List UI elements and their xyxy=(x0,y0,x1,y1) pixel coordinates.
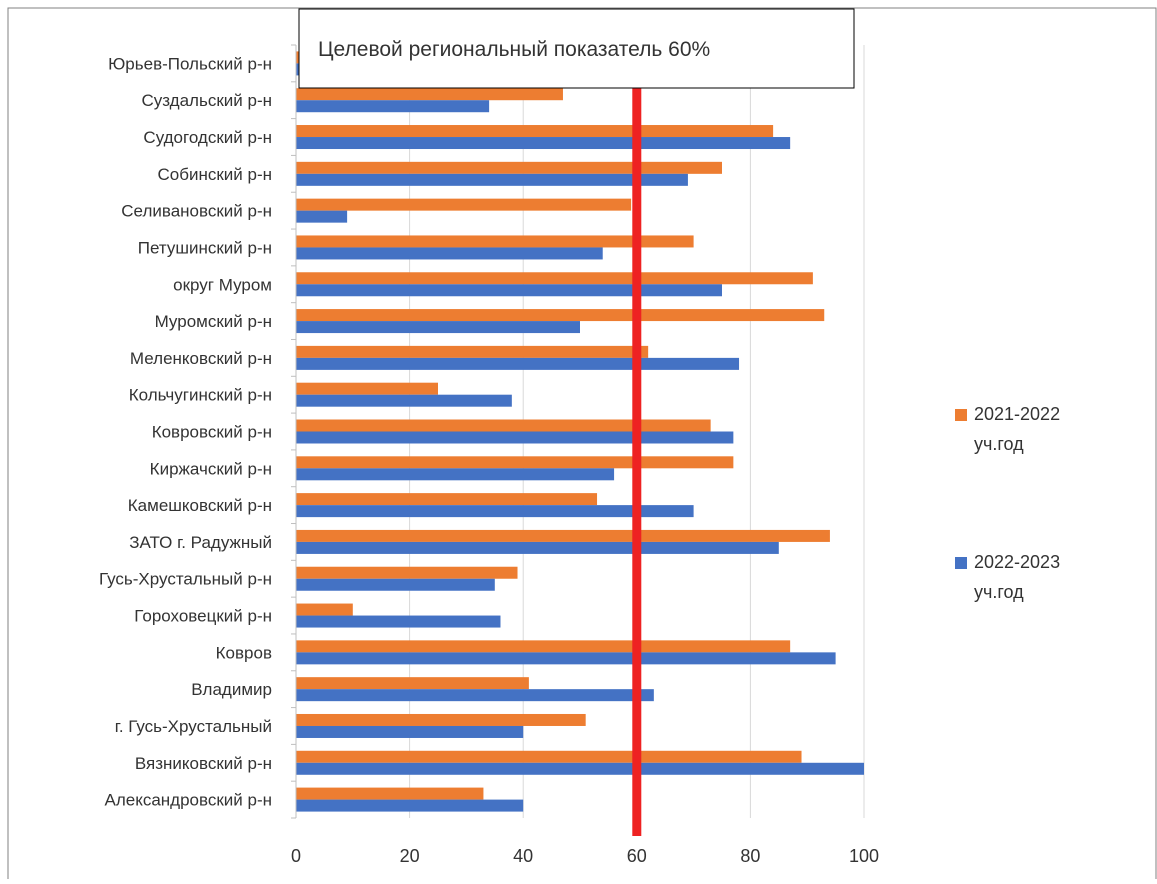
category-label: Меленковский р-н xyxy=(130,349,272,368)
bar-2022-2023 xyxy=(296,505,694,518)
category-label: Муромский р-н xyxy=(155,312,272,331)
category-label: Камешковский р-н xyxy=(128,496,272,515)
category-label: г. Гусь-Хрустальный xyxy=(115,717,272,736)
category-label: Гусь-Хрустальный р-н xyxy=(99,570,272,589)
legend-label-sub: уч.год xyxy=(974,582,1024,602)
x-tick-label: 40 xyxy=(513,846,533,866)
bar-2021-2022 xyxy=(296,419,711,432)
category-label: Юрьев-Польский р-н xyxy=(108,54,272,73)
legend-label: 2021-2022 xyxy=(974,404,1060,424)
category-label: Вязниковский р-н xyxy=(135,754,272,773)
bar-2022-2023 xyxy=(296,100,490,113)
bar-2022-2023 xyxy=(296,799,524,812)
bar-2021-2022 xyxy=(296,198,632,211)
legend-label: 2022-2023 xyxy=(974,552,1060,572)
chart-frame xyxy=(7,7,1157,881)
x-tick-label: 100 xyxy=(849,846,879,866)
category-label: Киржачский р-н xyxy=(150,459,272,478)
bar-2022-2023 xyxy=(296,578,495,591)
bar-2021-2022 xyxy=(296,88,563,101)
bar-2022-2023 xyxy=(296,652,836,665)
bar-2022-2023 xyxy=(296,284,722,297)
category-label: округ Муром xyxy=(173,275,272,294)
bar-2021-2022 xyxy=(296,566,518,579)
legend-label-sub: уч.год xyxy=(974,434,1024,454)
bar-2022-2023 xyxy=(296,137,791,150)
legend-swatch xyxy=(955,557,967,569)
category-label: Ковров xyxy=(216,643,272,662)
x-tick-label: 20 xyxy=(400,846,420,866)
category-label: Александровский р-н xyxy=(104,791,272,810)
axes: 0 20 40 60 80 100 Юрьев-Польский р-н Суздальски… xyxy=(99,44,879,866)
bar-2021-2022 xyxy=(296,713,586,726)
bar-2022-2023 xyxy=(296,689,654,702)
bar-2021-2022 xyxy=(296,309,825,322)
bar-2021-2022 xyxy=(296,750,802,763)
legend: 2021-2022 уч.год 2022-2023 уч.год xyxy=(955,404,1060,602)
category-label: Селивановский р-н xyxy=(121,202,272,221)
category-label: Кольчугинский р-н xyxy=(129,386,272,405)
annotation-text: Целевой региональный показатель 60% xyxy=(318,38,710,61)
bar-2022-2023 xyxy=(296,541,779,554)
category-label: ЗАТО г. Радужный xyxy=(129,533,272,552)
bar-2021-2022 xyxy=(296,345,649,358)
category-label: Судогодский р-н xyxy=(143,128,272,147)
category-label: Владимир xyxy=(191,680,272,699)
bar-2022-2023 xyxy=(296,321,580,334)
x-tick-label: 80 xyxy=(740,846,760,866)
bar-2022-2023 xyxy=(296,762,864,775)
reference-line-group: Целевой региональный показатель 60% xyxy=(298,8,855,836)
bar-2022-2023 xyxy=(296,468,615,481)
legend-swatch xyxy=(955,409,967,421)
category-label: Собинский р-н xyxy=(157,165,272,184)
bar-2022-2023 xyxy=(296,247,603,260)
bar-2021-2022 xyxy=(296,235,694,248)
x-tick-label: 60 xyxy=(627,846,647,866)
bar-2022-2023 xyxy=(296,63,299,76)
bar-2022-2023 xyxy=(296,431,734,444)
bar-2021-2022 xyxy=(296,640,791,653)
bar-2022-2023 xyxy=(296,210,348,223)
bar-2021-2022 xyxy=(296,677,529,690)
bar-2021-2022 xyxy=(296,529,830,542)
bar-2021-2022 xyxy=(296,456,734,469)
bar-2021-2022 xyxy=(296,787,484,800)
bar-2022-2023 xyxy=(296,357,740,370)
category-label: Петушинский р-н xyxy=(138,238,272,257)
bar-2021-2022 xyxy=(296,161,722,174)
bars xyxy=(296,51,864,812)
bar-2021-2022 xyxy=(296,493,598,506)
bar-2021-2022 xyxy=(296,603,353,616)
bar-2021-2022 xyxy=(296,272,813,285)
annotation-box xyxy=(298,8,855,89)
bar-2021-2022 xyxy=(296,382,438,395)
bar-2022-2023 xyxy=(296,615,501,628)
x-tick-label: 0 xyxy=(291,846,301,866)
bar-2021-2022 xyxy=(296,125,774,138)
category-label: Ковровский р-н xyxy=(152,423,272,442)
category-label: Суздальский р-н xyxy=(141,91,272,110)
bar-2022-2023 xyxy=(296,725,524,738)
category-label: Гороховецкий р-н xyxy=(134,607,272,626)
bar-2022-2023 xyxy=(296,173,688,186)
bar-2022-2023 xyxy=(296,394,512,407)
